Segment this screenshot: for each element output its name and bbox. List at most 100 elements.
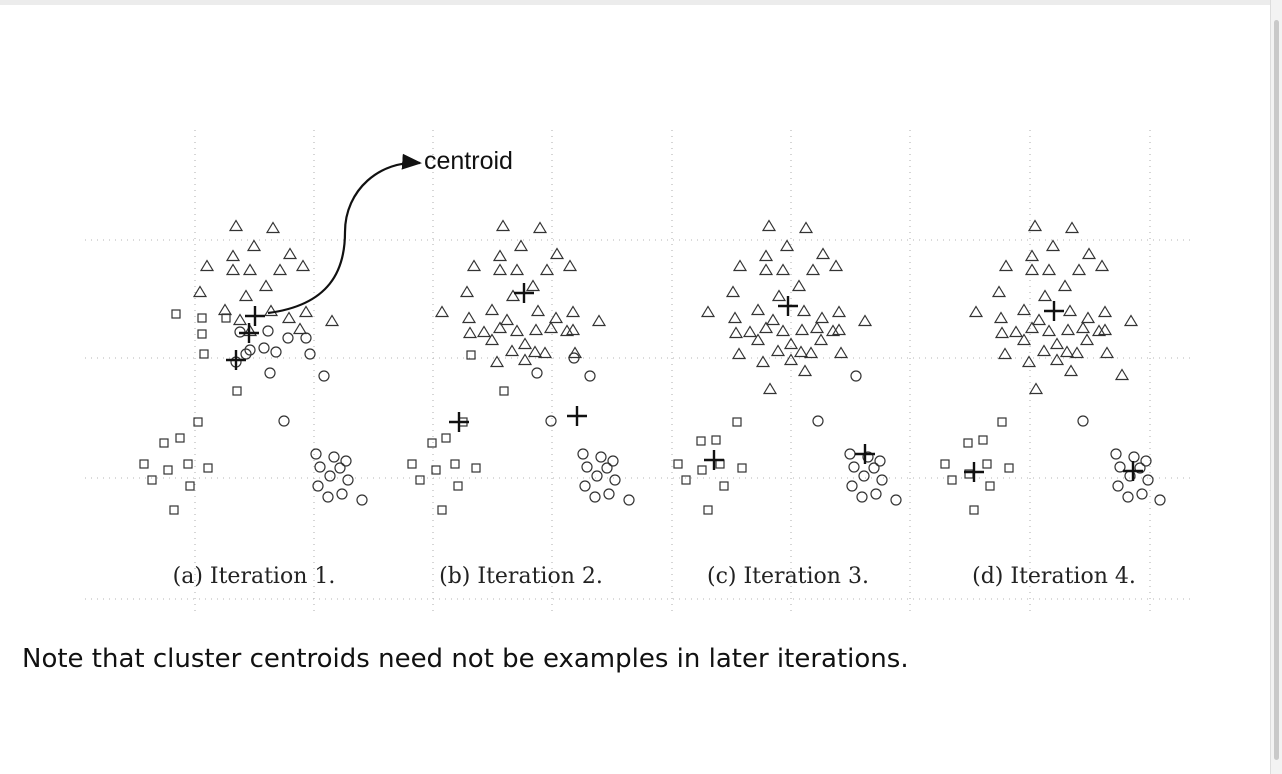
- triangle-point: [1016, 303, 1032, 316]
- triangle-point: [814, 311, 830, 324]
- centroid-marker: [514, 283, 534, 303]
- triangle-point: [476, 325, 492, 338]
- circle-point: [812, 415, 824, 427]
- square-point: [431, 465, 441, 475]
- triangle-point: [1123, 314, 1139, 327]
- square-point: [147, 475, 157, 485]
- square-point: [163, 465, 173, 475]
- triangle-point: [1062, 304, 1078, 317]
- square-point: [159, 438, 169, 448]
- triangle-point: [770, 344, 786, 357]
- circle-point: [545, 415, 557, 427]
- triangle-point: [968, 305, 984, 318]
- triangle-point: [489, 355, 505, 368]
- triangle-point: [1027, 219, 1043, 232]
- triangle-point: [295, 259, 311, 272]
- triangle-point: [565, 305, 581, 318]
- centroid-marker: [1123, 461, 1143, 481]
- circle-point: [846, 480, 858, 492]
- triangle-point: [783, 353, 799, 366]
- kmeans-figure: centroid (a) Iteration 1. (b) Iteration …: [85, 130, 1190, 612]
- triangle-point: [725, 285, 741, 298]
- triangle-point: [775, 263, 791, 276]
- caption-iteration-2: (b) Iteration 2.: [439, 564, 603, 589]
- centroid-marker: [778, 296, 798, 316]
- triangle-point: [484, 333, 500, 346]
- scrollbar-thumb[interactable]: [1274, 20, 1279, 760]
- circle-point: [1140, 455, 1152, 467]
- circle-point: [334, 462, 346, 474]
- circle-point: [1154, 494, 1166, 506]
- circle-point: [282, 332, 294, 344]
- triangle-point: [1094, 259, 1110, 272]
- triangle-point: [525, 279, 541, 292]
- note-text: Note that cluster centroids need not be …: [22, 644, 909, 674]
- circle-point: [262, 325, 274, 337]
- triangle-point: [272, 263, 288, 276]
- triangle-point: [532, 221, 548, 234]
- triangle-point: [857, 314, 873, 327]
- triangle-point: [1064, 221, 1080, 234]
- triangle-point: [761, 219, 777, 232]
- square-point: [193, 417, 203, 427]
- triangle-point: [1063, 364, 1079, 377]
- square-point: [139, 459, 149, 469]
- triangle-point: [755, 355, 771, 368]
- circle-point: [1134, 462, 1146, 474]
- square-point: [963, 438, 973, 448]
- triangle-point: [809, 321, 825, 334]
- triangle-point: [700, 305, 716, 318]
- triangle-point: [282, 247, 298, 260]
- triangle-point: [831, 323, 847, 336]
- triangle-point: [434, 305, 450, 318]
- triangle-point: [731, 347, 747, 360]
- triangle-point: [727, 311, 743, 324]
- triangle-point: [539, 263, 555, 276]
- circle-point: [336, 488, 348, 500]
- circle-point: [595, 451, 607, 463]
- triangle-point: [530, 304, 546, 317]
- circle-point: [240, 348, 252, 360]
- triangle-point: [199, 259, 215, 272]
- square-point: [1004, 463, 1014, 473]
- square-point: [978, 435, 988, 445]
- triangle-point: [1114, 368, 1130, 381]
- triangle-point: [793, 345, 809, 358]
- vertical-scrollbar[interactable]: [1270, 0, 1282, 774]
- triangle-point: [1075, 321, 1091, 334]
- triangle-point: [750, 303, 766, 316]
- triangle-point: [791, 279, 807, 292]
- triangle-point: [998, 259, 1014, 272]
- triangle-point: [758, 249, 774, 262]
- triangle-point: [548, 311, 564, 324]
- circle-point: [609, 474, 621, 486]
- top-bar: [0, 0, 1282, 5]
- square-point: [471, 463, 481, 473]
- triangle-point: [1080, 311, 1096, 324]
- circle-point: [568, 352, 580, 364]
- triangle-point: [728, 326, 744, 339]
- circle-point: [591, 470, 603, 482]
- triangle-point: [1049, 353, 1065, 366]
- dotted-grid: [85, 130, 1190, 612]
- circle-point: [584, 370, 596, 382]
- triangle-point: [225, 263, 241, 276]
- square-point: [940, 459, 950, 469]
- triangle-point: [1059, 345, 1075, 358]
- square-point: [947, 475, 957, 485]
- triangle-point: [461, 311, 477, 324]
- triangle-point: [565, 323, 581, 336]
- triangle-point: [517, 337, 533, 350]
- triangle-point: [513, 239, 529, 252]
- triangle-point: [1049, 337, 1065, 350]
- circle-point: [356, 494, 368, 506]
- triangle-point: [495, 219, 511, 232]
- triangle-point: [265, 221, 281, 234]
- triangle-point: [779, 239, 795, 252]
- circle-point: [856, 491, 868, 503]
- triangle-point: [1008, 325, 1024, 338]
- circle-point: [312, 480, 324, 492]
- centroid-marker: [245, 306, 265, 326]
- square-point: [737, 463, 747, 473]
- triangle-point: [831, 305, 847, 318]
